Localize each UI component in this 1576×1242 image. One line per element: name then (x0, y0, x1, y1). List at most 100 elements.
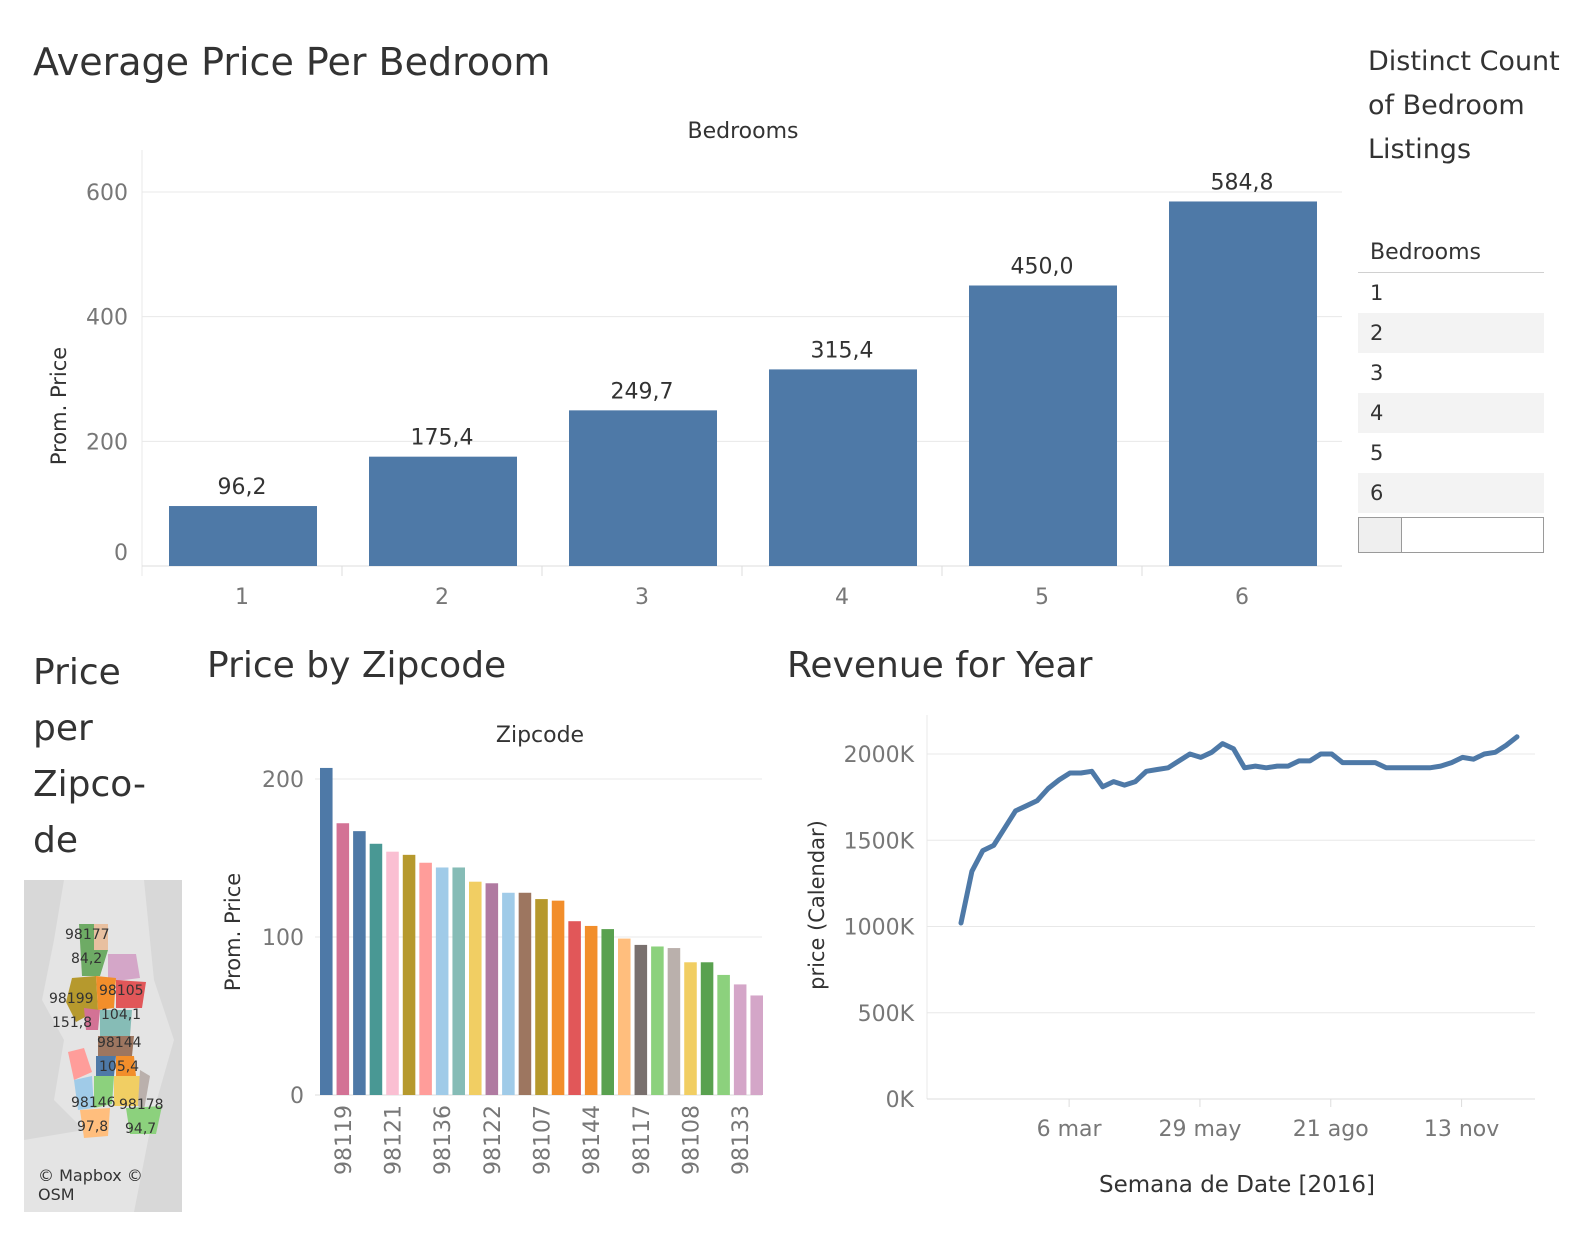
bar (402, 854, 416, 1095)
y-tick-label: 200 (86, 430, 128, 455)
zipcode-bar-chart: Zipcode 0 100 200 Prom. Price 98119 98121 98136… (221, 723, 763, 1175)
zipcode-map[interactable]: 98177 84,2 98199 98105 151,8 104,1 98144… (24, 880, 182, 1212)
revenue-chart-title: Revenue for Year (787, 645, 1093, 686)
bedroom-bar-chart: Bedrooms 0 200 400 600 Prom. Price 96,2 1 175,4 2… (47, 119, 1342, 610)
map-label: 105,4 (99, 1059, 140, 1075)
bar (618, 938, 631, 1095)
bar (733, 984, 747, 1095)
y-tick-label: 500K (858, 1002, 915, 1027)
bar-value-label: 450,0 (1011, 255, 1074, 280)
bar (419, 862, 432, 1095)
bar (568, 921, 581, 1095)
x-tick-label: 98117 (630, 1105, 655, 1175)
map-label: 98177 (65, 927, 110, 943)
x-tick-label: 2 (435, 585, 449, 610)
map-label: 98146 (71, 1095, 116, 1111)
y-tick-label: 0 (114, 541, 128, 566)
y-tick-label: 400 (86, 306, 128, 331)
bar-value-label: 315,4 (811, 338, 874, 363)
revenue-line-chart: 0K 500K 1000K 1500K 2000K 6 mar 29 may 21 ago 13… (805, 715, 1535, 1198)
bar (717, 974, 730, 1095)
legend-item-3[interactable]: 3 (1370, 361, 1384, 385)
x-tick-label: 21 ago (1293, 1117, 1369, 1142)
bar (569, 410, 717, 566)
map-attribution[interactable]: © Mapbox © OSM (38, 1166, 143, 1204)
y-tick-label: 100 (262, 926, 304, 951)
bar (336, 823, 350, 1095)
map-label: 98144 (97, 1035, 142, 1051)
map-label: 84,2 (71, 951, 103, 967)
x-tick-label: 98136 (431, 1105, 456, 1175)
x-tick-label: 6 (1235, 585, 1249, 610)
bar (684, 962, 697, 1095)
bar-value-label: 96,2 (218, 475, 267, 500)
map-label: 98105 (99, 983, 144, 999)
bedrooms-header: Bedrooms (688, 119, 799, 144)
x-tick-label: 98144 (580, 1105, 605, 1175)
bedrooms-legend: Bedrooms 1 2 3 4 5 6 (1358, 236, 1544, 553)
map-label: 94,7 (125, 1121, 157, 1137)
bar (469, 881, 482, 1095)
x-tick-label: 5 (1035, 585, 1049, 610)
bar (435, 867, 449, 1095)
x-tick-label: 98107 (531, 1105, 556, 1175)
map-label: 97,8 (77, 1119, 109, 1135)
x-tick-label: 98108 (680, 1105, 705, 1175)
x-tick-label: 98119 (332, 1105, 357, 1175)
bar-value-label: 249,7 (611, 379, 674, 404)
y-tick-label: 2000K (844, 743, 915, 768)
map-label: 151,8 (52, 1015, 93, 1031)
y-tick-label: 200 (262, 768, 304, 793)
zipcode-header: Zipcode (496, 723, 584, 748)
map-label: 98199 (49, 991, 94, 1007)
map-shapes (24, 880, 182, 1212)
y-tick-label: 600 (86, 181, 128, 206)
bar (584, 925, 598, 1095)
bar (320, 767, 333, 1095)
x-tick-label: 98122 (481, 1105, 506, 1175)
bar (369, 456, 517, 566)
x-tick-label: 1 (235, 585, 249, 610)
legend-item-2[interactable]: 2 (1358, 313, 1544, 353)
legend-item-4[interactable]: 4 (1358, 393, 1544, 433)
bar (1169, 201, 1317, 566)
map-label: 98178 (119, 1097, 164, 1113)
x-tick-label: 98133 (729, 1105, 754, 1175)
x-tick-label: 6 mar (1037, 1117, 1103, 1142)
bedroom-chart-title: Average Price Per Bedroom (33, 40, 551, 84)
bar (601, 929, 614, 1095)
bar (651, 946, 664, 1095)
bar (386, 851, 399, 1095)
y-tick-label: 0 (290, 1084, 304, 1109)
x-tick-label: 4 (835, 585, 849, 610)
x-tick-label: 3 (635, 585, 649, 610)
bar (769, 369, 917, 566)
bar (750, 995, 763, 1095)
bar-value-label: 584,8 (1211, 170, 1274, 195)
bar (535, 899, 548, 1095)
legend-header: Bedrooms (1358, 236, 1544, 273)
x-tick-label: 98121 (382, 1105, 407, 1175)
legend-item-1[interactable]: 1 (1370, 281, 1384, 305)
y-tick-label: 1000K (844, 916, 915, 941)
bar (353, 831, 366, 1095)
y-tick-label: 1500K (844, 829, 915, 854)
bar (551, 900, 565, 1095)
scrollbar-thumb[interactable] (1359, 518, 1402, 552)
y-axis-title: Prom. Price (47, 347, 71, 465)
bar (634, 944, 648, 1095)
map-label: 104,1 (101, 1007, 142, 1023)
legend-scrollbar[interactable] (1358, 517, 1544, 553)
bar (502, 892, 515, 1095)
bar (485, 883, 499, 1095)
x-tick-label: 29 may (1158, 1117, 1241, 1142)
bar (169, 506, 317, 566)
x-axis-title: Semana de Date [2016] (1099, 1172, 1375, 1198)
zipcode-chart-title: Price by Zipcode (207, 645, 507, 686)
bar (518, 892, 532, 1095)
legend-item-6[interactable]: 6 (1358, 473, 1544, 513)
y-tick-label: 0K (886, 1088, 915, 1113)
map-title: Price per Zipco-de (33, 652, 146, 861)
legend-item-5[interactable]: 5 (1370, 441, 1384, 465)
y-axis-title: price (Calendar) (805, 820, 829, 990)
